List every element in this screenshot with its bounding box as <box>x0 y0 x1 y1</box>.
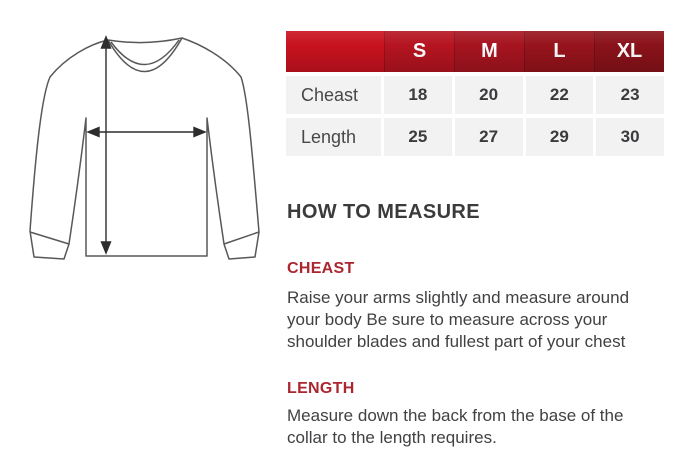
table-row-length: Length 25 27 29 30 <box>286 118 664 156</box>
collar-inner-arc <box>110 39 180 66</box>
cell-chest-m: 20 <box>454 76 523 114</box>
size-column-header-m: M <box>454 31 524 72</box>
length-arrow <box>100 35 112 255</box>
cell-chest-xl: 23 <box>596 76 664 114</box>
size-column-header-xl: XL <box>594 31 664 72</box>
cell-length-s: 25 <box>384 118 452 156</box>
row-label-chest: Cheast <box>286 76 381 114</box>
chest-section-heading: CHEAST <box>287 260 355 277</box>
cell-chest-s: 18 <box>384 76 452 114</box>
cell-chest-l: 22 <box>525 76 594 114</box>
size-table: S M L XL Cheast 18 20 22 23 Length 25 27… <box>286 31 664 156</box>
left-cuff-seam <box>29 231 70 245</box>
length-section-text: Measure down the back from the base of t… <box>287 406 624 447</box>
row-label-length: Length <box>286 118 381 156</box>
cell-length-l: 29 <box>525 118 594 156</box>
shirt-measurement-diagram <box>29 35 260 260</box>
size-table-corner-cell <box>286 31 384 72</box>
length-section-heading: LENGTH <box>287 380 355 397</box>
table-row-chest: Cheast 18 20 22 23 <box>286 76 664 114</box>
how-to-measure-title: HOW TO MEASURE <box>287 201 481 223</box>
collar-outer-arc <box>107 37 183 73</box>
shirt-outline <box>29 37 260 260</box>
chest-section-text: Raise your arms slightly and measure aro… <box>287 288 630 351</box>
size-column-header-s: S <box>384 31 454 72</box>
right-cuff-seam <box>223 231 260 245</box>
chest-arrow <box>86 126 207 138</box>
cell-length-m: 27 <box>454 118 523 156</box>
size-column-header-l: L <box>524 31 594 72</box>
cell-length-xl: 30 <box>596 118 664 156</box>
size-table-header: S M L XL <box>286 31 664 72</box>
